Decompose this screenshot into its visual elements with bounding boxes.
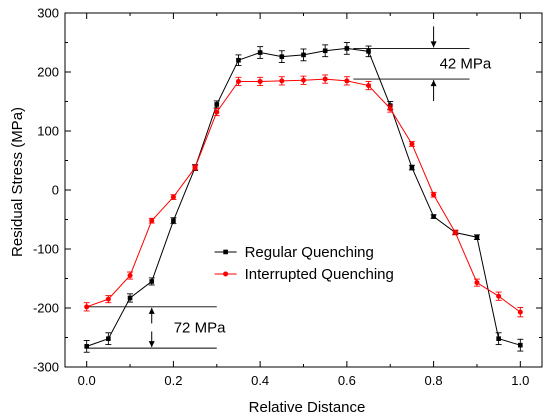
- data-point: [214, 102, 220, 107]
- series-1: [83, 74, 524, 318]
- data-point: [105, 296, 111, 302]
- legend: Regular Quenching Interrupted Quenching: [214, 244, 394, 283]
- arrow-head: [430, 80, 437, 87]
- data-point: [322, 48, 328, 54]
- data-point: [84, 344, 89, 349]
- x-tick-label: 0.2: [164, 373, 182, 388]
- x-tick-label: 0.8: [425, 373, 443, 388]
- data-point: [496, 293, 502, 299]
- data-point: [257, 78, 263, 84]
- x-tick-label: 0.0: [78, 373, 96, 388]
- series-layer: [83, 42, 524, 353]
- y-axis-title: Residual Stress (MPa): [9, 107, 26, 257]
- data-point: [171, 218, 176, 223]
- data-point: [236, 57, 241, 63]
- y-axis: -300 -200 -100 0 100 200 300: [33, 6, 542, 375]
- data-point: [214, 109, 220, 115]
- data-point: [257, 50, 263, 55]
- data-point: [366, 83, 372, 89]
- data-point: [279, 54, 285, 59]
- data-point: [518, 342, 523, 348]
- data-point: [366, 49, 371, 54]
- data-point: [496, 336, 501, 341]
- y-tick-label: 0: [52, 183, 59, 198]
- data-point: [279, 78, 285, 84]
- data-point: [474, 234, 480, 240]
- data-point: [301, 77, 306, 83]
- legend-label: Interrupted Quenching: [245, 266, 394, 283]
- x-axis-title: Relative Distance: [249, 399, 366, 416]
- data-point: [301, 52, 306, 58]
- x-axis: 0.0 0.2 0.4 0.6 0.8 1.0: [78, 13, 529, 388]
- y-tick-label: 200: [37, 65, 59, 80]
- data-point: [149, 218, 155, 224]
- y-tick-label: -300: [33, 360, 59, 375]
- data-point: [431, 192, 437, 198]
- y-tick-label: -200: [33, 301, 59, 316]
- data-point: [170, 194, 176, 200]
- y-tick-label: 300: [37, 6, 59, 21]
- data-point: [322, 76, 328, 82]
- data-point: [387, 106, 393, 112]
- data-point: [409, 165, 415, 170]
- annotation-72-label: 72 MPa: [174, 319, 226, 336]
- data-point: [149, 279, 155, 284]
- legend-marker: [223, 249, 228, 255]
- data-point: [344, 78, 350, 84]
- data-point: [84, 304, 90, 310]
- data-point: [474, 280, 480, 286]
- legend-marker: [223, 271, 229, 277]
- arrow-head: [430, 41, 437, 48]
- series-0: [83, 42, 524, 353]
- data-point: [106, 336, 111, 341]
- data-point: [235, 78, 241, 84]
- data-point: [452, 229, 458, 235]
- arrow-head: [148, 341, 155, 348]
- data-point: [431, 214, 436, 219]
- data-point: [127, 295, 133, 301]
- data-point: [127, 273, 133, 279]
- x-tick-label: 1.0: [511, 373, 529, 388]
- arrow-head: [148, 307, 155, 314]
- data-point: [517, 309, 523, 315]
- data-point: [344, 46, 350, 51]
- data-point: [409, 141, 415, 147]
- y-tick-label: 100: [37, 124, 59, 139]
- annotations: 42 MPa 72 MPa: [86, 26, 492, 349]
- annotation-42-label: 42 MPa: [440, 56, 492, 73]
- data-point: [192, 165, 198, 171]
- x-tick-label: 0.4: [251, 373, 269, 388]
- legend-label: Regular Quenching: [245, 244, 374, 261]
- x-tick-label: 0.6: [338, 373, 356, 388]
- y-tick-label: -100: [33, 242, 59, 257]
- series-line: [86, 47, 521, 347]
